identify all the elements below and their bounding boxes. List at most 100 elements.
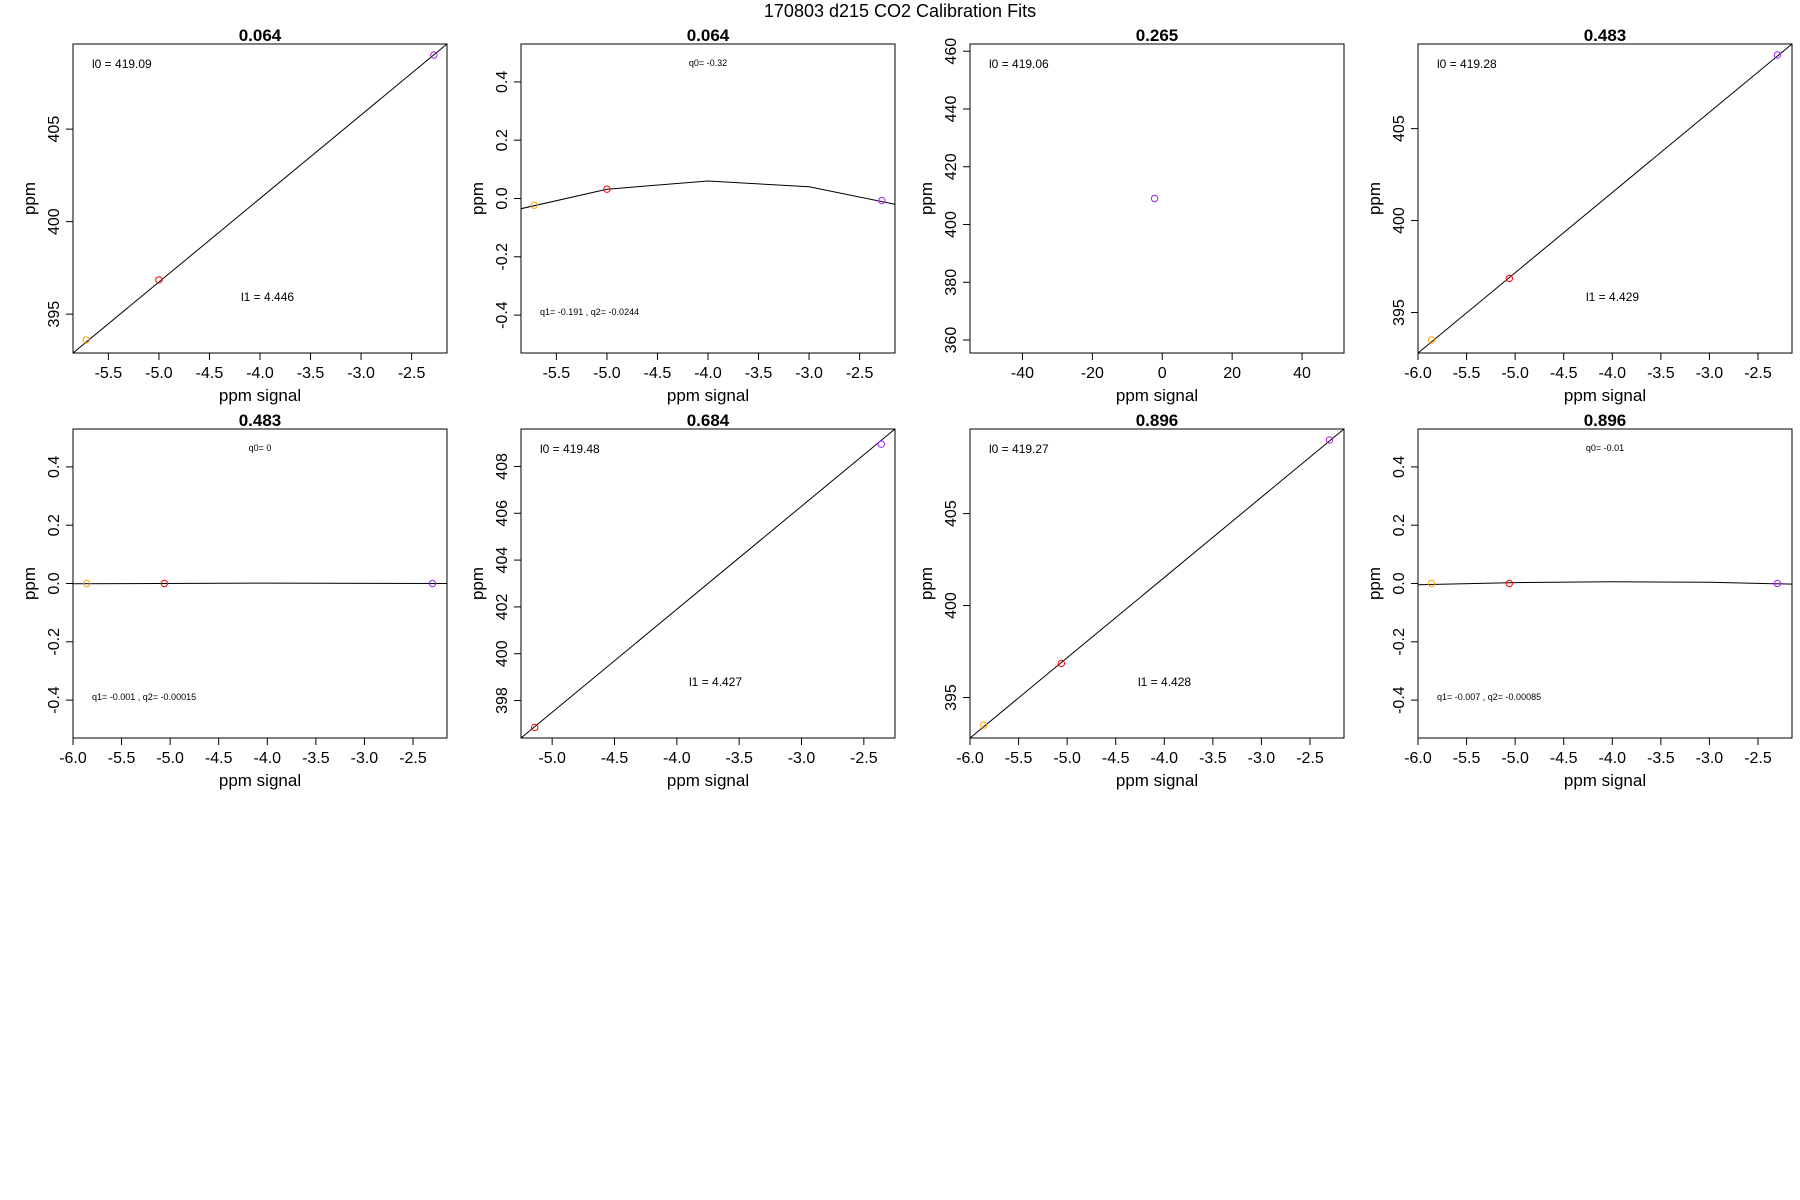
x-tick-label: -4.0 (1150, 750, 1178, 767)
data-point (1427, 579, 1436, 588)
y-tick-label: 0.4 (46, 456, 63, 478)
y-tick-label: 400 (1391, 207, 1408, 234)
data-point (1505, 274, 1514, 283)
x-tick-label: 40 (1293, 365, 1311, 382)
panel-annotation: l1 = 4.446 (241, 290, 294, 304)
x-tick-label: -3.0 (351, 750, 379, 767)
x-tick-label: -5.0 (156, 750, 184, 767)
x-axis-title: ppm signal (1116, 386, 1198, 405)
x-tick-label: -5.0 (1501, 750, 1529, 767)
y-tick-label: 0.0 (494, 187, 511, 209)
x-axis-title: ppm signal (1564, 386, 1646, 405)
x-tick-label: -3.5 (725, 750, 753, 767)
y-tick-label: 404 (494, 547, 511, 574)
x-tick-label: -4.0 (1598, 365, 1626, 382)
x-tick-label: -5.5 (108, 750, 136, 767)
x-tick-label: -3.0 (1696, 365, 1724, 382)
y-tick-label: 0.2 (1391, 514, 1408, 536)
data-point (1057, 659, 1066, 668)
x-tick-label: -4.0 (663, 750, 691, 767)
data-point (155, 276, 163, 284)
x-axis-title: ppm signal (667, 386, 749, 405)
y-tick-label: 395 (1391, 299, 1408, 326)
panel-4: 0.483 -6.0 -5.5 -5.0 -4.5 -4.0 -3.5 -3.0 -2.5 ppm… (1365, 26, 1793, 405)
y-tick-label: -0.4 (46, 686, 63, 714)
y-tick-label: 440 (943, 96, 960, 123)
panel-title: 0.684 (687, 411, 730, 430)
y-tick-label: 380 (943, 269, 960, 296)
y-tick-label: 0.2 (494, 129, 511, 151)
data-point (877, 440, 885, 448)
x-tick-label: -5.5 (1453, 750, 1481, 767)
x-tick-label: -5.0 (1501, 365, 1529, 382)
x-tick-label: -4.5 (1550, 750, 1578, 767)
x-axis-title: ppm signal (219, 771, 301, 790)
y-axis-title: ppm (1365, 567, 1384, 600)
panel-2: 0.064 -5.5 -5.0 -4.5 -4.0 -3.5 -3.0 -2.5 ppm sig… (468, 26, 896, 405)
y-axis-title: ppm (20, 567, 39, 600)
x-tick-label: -5.0 (538, 750, 566, 767)
x-tick-label: -2.5 (1744, 365, 1772, 382)
x-tick-label: -5.0 (1053, 750, 1081, 767)
panel-1: 0.064 -5.5 -5.0 -4.5 -4.0 -3.5 -3.0 -2.5 ppm sig… (20, 26, 448, 405)
x-tick-label: -5.5 (95, 365, 123, 382)
x-tick-label: -3.0 (795, 365, 823, 382)
panel-title: 0.064 (239, 26, 282, 45)
panel-6: 0.684 -5.0 -4.5 -4.0 -3.5 -3.0 -2.5 ppm signal 3… (468, 411, 896, 790)
x-tick-label: -2.5 (399, 750, 427, 767)
x-tick-label: -4.5 (601, 750, 629, 767)
panel-5: 0.483 -6.0 -5.5 -5.0 -4.5 -4.0 -3.5 -3.0 -2.5 ppm… (20, 411, 448, 790)
data-point (428, 579, 437, 588)
panel-title: 0.896 (1584, 411, 1627, 430)
fit-line (73, 582, 447, 585)
x-tick-label: -3.5 (302, 750, 330, 767)
x-tick-label: -4.5 (196, 365, 224, 382)
y-axis-title: ppm (468, 567, 487, 600)
data-point (82, 336, 90, 344)
data-point (531, 723, 539, 732)
panel-annotation: q0= -0.32 (689, 58, 727, 68)
y-tick-label: 400 (494, 640, 511, 667)
y-tick-label: 0.4 (494, 71, 511, 93)
x-tick-label: -3.5 (1199, 750, 1227, 767)
panel-annotation: l0 = 419.27 (989, 442, 1049, 456)
data-point (1325, 436, 1334, 444)
y-tick-label: 398 (494, 687, 511, 714)
panel-title: 0.896 (1136, 411, 1179, 430)
y-tick-label: 460 (943, 38, 960, 65)
x-tick-label: -5.0 (145, 365, 173, 382)
y-axis-title: ppm (20, 182, 39, 215)
y-tick-label: 406 (494, 500, 511, 527)
y-tick-label: -0.2 (494, 243, 511, 271)
x-axis-title: ppm signal (667, 771, 749, 790)
x-tick-label: -4.0 (1598, 750, 1626, 767)
y-tick-label: 0.2 (46, 514, 63, 536)
data-point (878, 196, 886, 205)
x-tick-label: -6.0 (956, 750, 984, 767)
y-tick-label: 408 (494, 453, 511, 480)
y-tick-label: -0.2 (1391, 628, 1408, 656)
panel-3: 0.265 -40 -20 0 20 40 ppm signal 360 380 400 420 44… (917, 26, 1345, 405)
y-tick-label: -0.4 (1391, 686, 1408, 714)
fit-line (1418, 581, 1792, 586)
fit-line (1418, 44, 1792, 353)
y-tick-label: 400 (46, 208, 63, 235)
x-tick-label: -5.5 (543, 365, 571, 382)
data-point (603, 185, 611, 193)
data-point (1773, 51, 1782, 59)
panel-title: 0.483 (1584, 26, 1627, 45)
panel-annotation: q0= 0 (249, 443, 272, 453)
panel-title: 0.483 (239, 411, 282, 430)
panel-annotation: q1= -0.007 , q2= -0.00085 (1437, 692, 1541, 702)
x-tick-label: -2.5 (1744, 750, 1772, 767)
x-tick-label: 0 (1158, 365, 1167, 382)
x-tick-label: -2.5 (398, 365, 426, 382)
x-tick-label: -40 (1011, 365, 1034, 382)
fit-line (521, 429, 895, 738)
x-tick-label: -4.5 (1550, 365, 1578, 382)
y-axis-title: ppm (917, 182, 936, 215)
plot-frame (969, 43, 1345, 354)
x-tick-label: -6.0 (59, 750, 87, 767)
x-tick-label: -3.5 (1647, 365, 1675, 382)
x-tick-label: -3.0 (1248, 750, 1276, 767)
